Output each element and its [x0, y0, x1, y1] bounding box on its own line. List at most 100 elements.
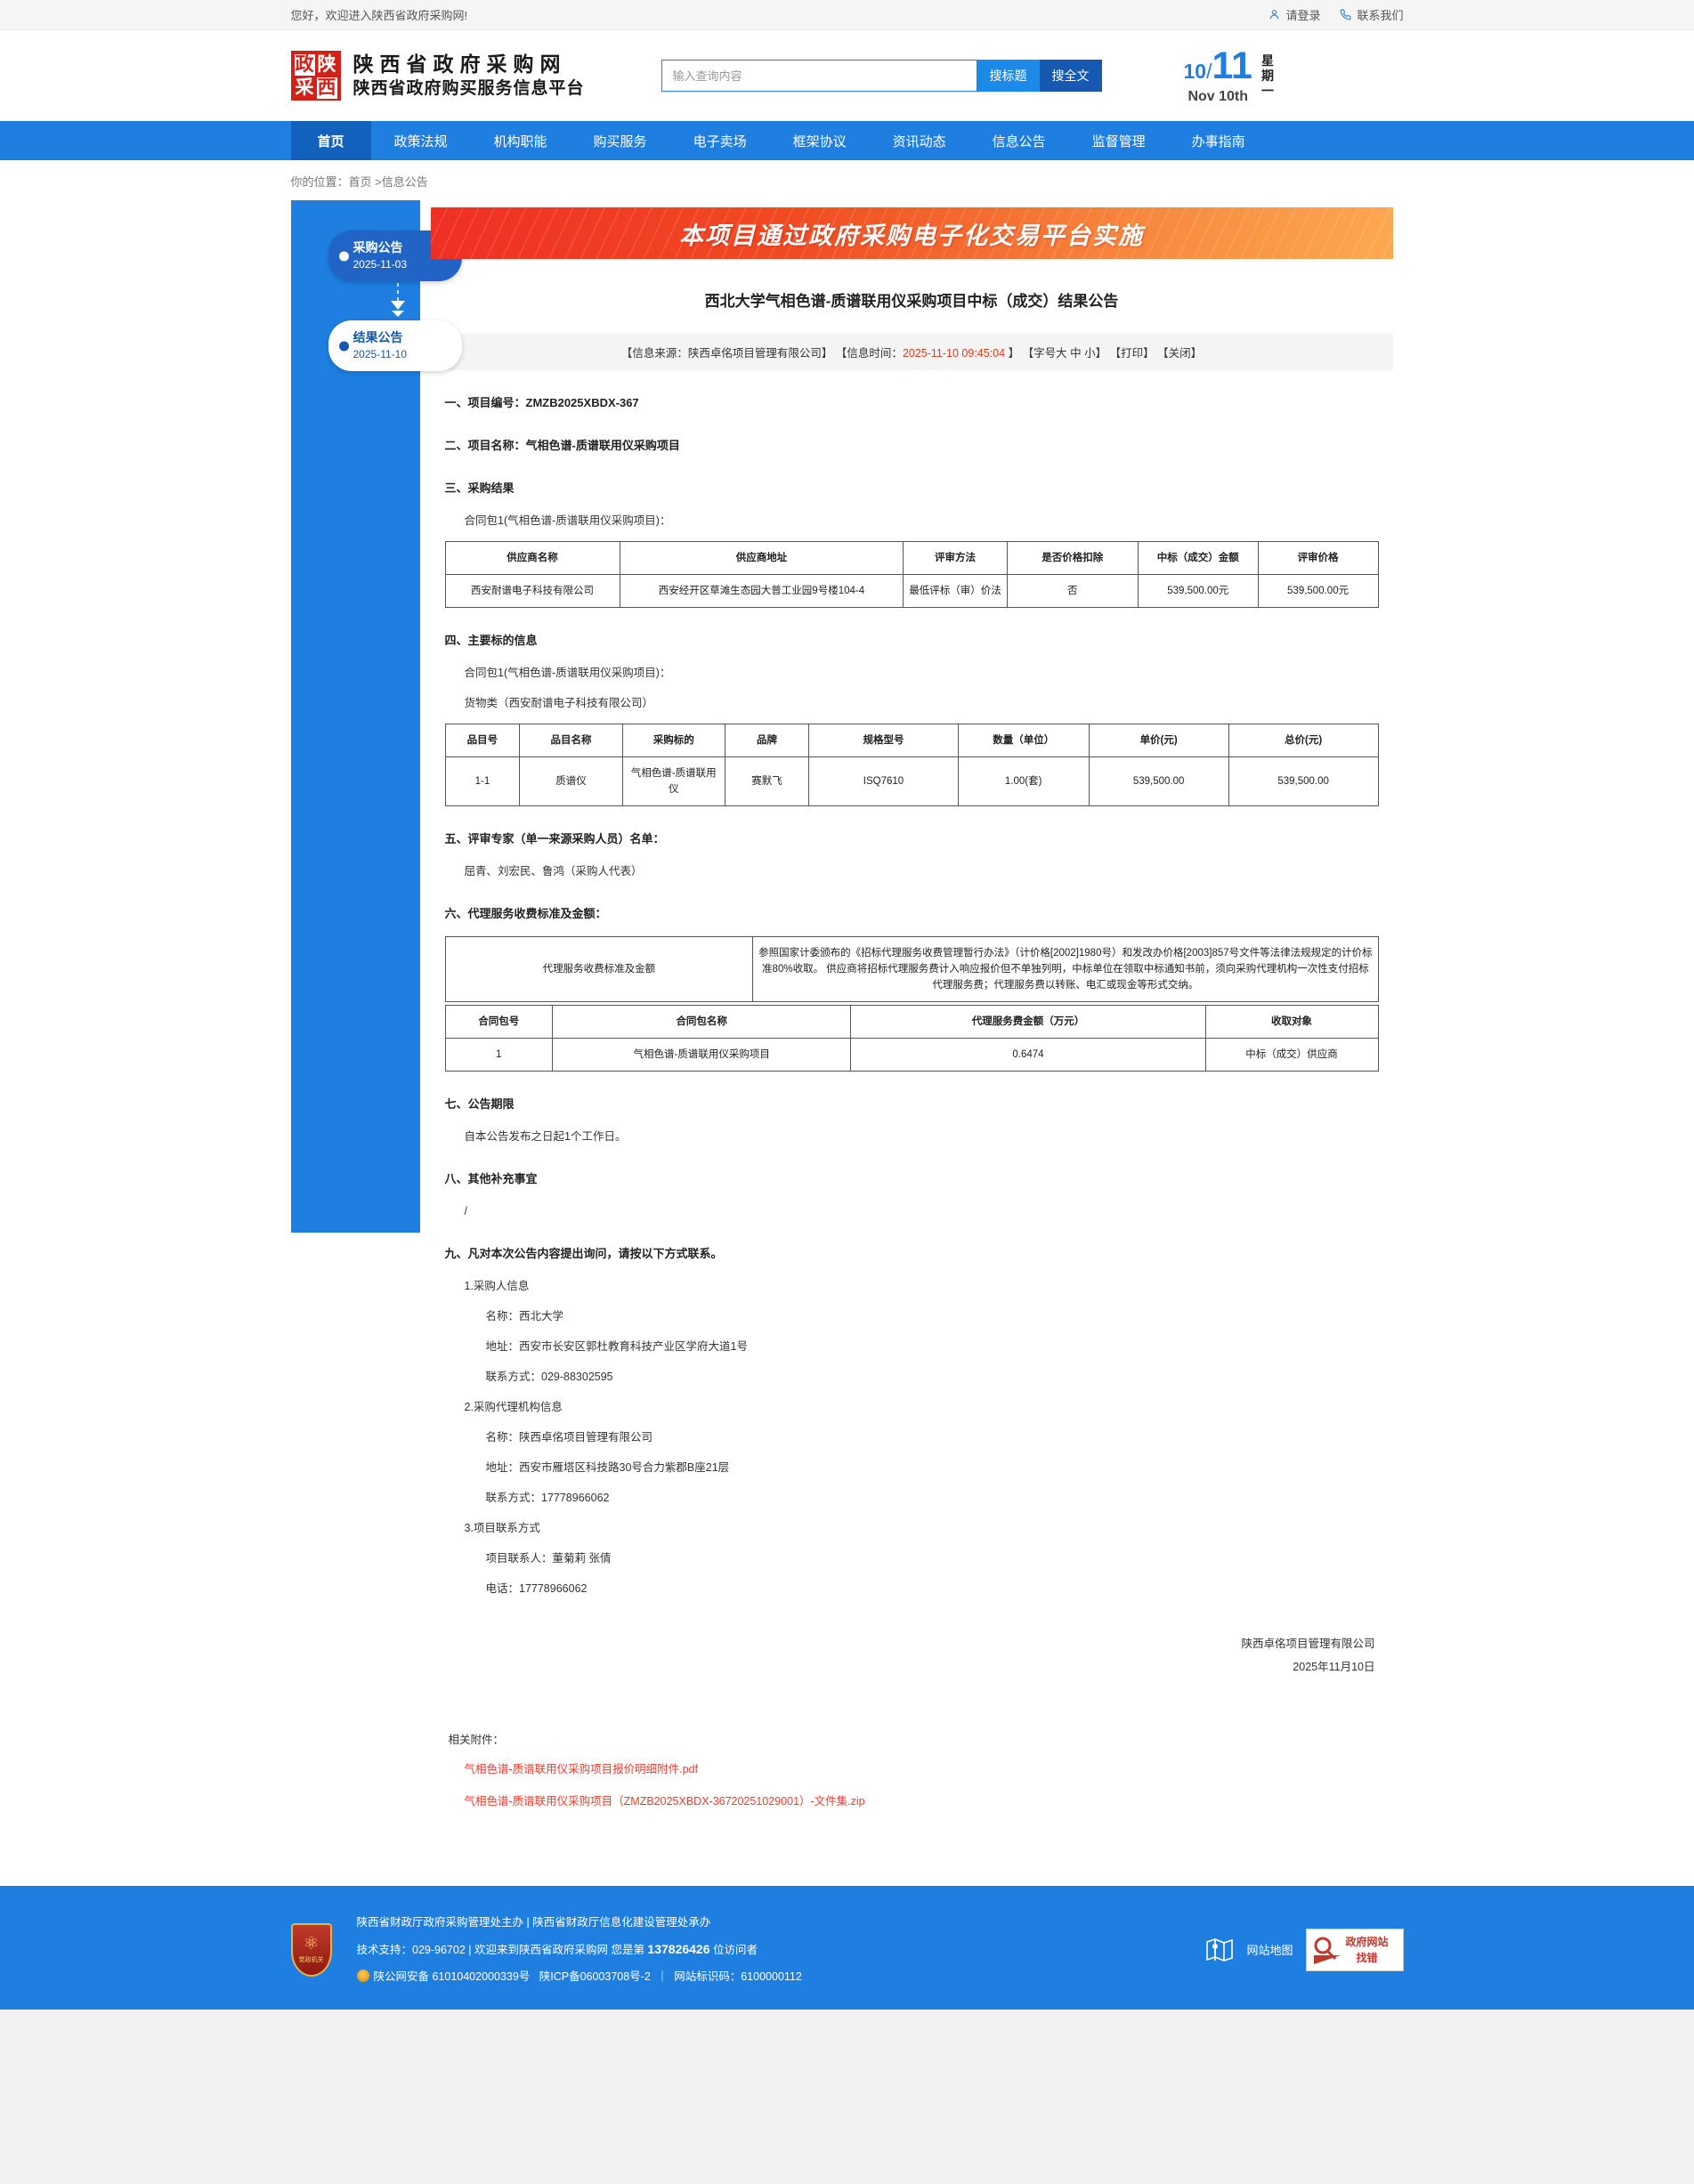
section-8-other-matters: 八、其他补充事宜 — [444, 1172, 538, 1185]
page-title: 西北大学气相色谱-质谱联用仪采购项目中标（成交）结果公告 — [704, 293, 1119, 310]
meta-source: 陕西卓佲项目管理有限公司 — [687, 347, 822, 360]
timeline-item-title: 采购公告 — [353, 240, 403, 255]
attachments-heading: 相关附件： — [448, 1734, 505, 1746]
th-fee-amount: 代理服务费金额（万元） — [850, 1005, 1206, 1039]
td-total-price: 539,500.00 — [1228, 756, 1379, 806]
footer-support-line: 技术支持：029-96702 | 欢迎来到陕西省政府采购网 您是第 137826… — [357, 1936, 1188, 1963]
th-item-target: 采购标的 — [621, 724, 725, 757]
agency-name: 名称：陕西卓佲项目管理有限公司 — [485, 1431, 653, 1444]
td-supplier-addr: 西安经开区草滩生态园大普工业园9号楼104-4 — [619, 574, 904, 608]
th-item-name: 品目名称 — [519, 724, 623, 757]
meta-time-end: 】 — [1005, 347, 1020, 360]
footer-support-prefix: 技术支持：029-96702 | 欢迎来到陕西省政府采购网 您是第 — [356, 1944, 648, 1956]
fontsize-medium-button[interactable]: 中 — [1070, 347, 1082, 360]
print-button[interactable]: 【打印】 — [1109, 347, 1155, 360]
attachment-link-pdf[interactable]: 气相色谱-质谱联用仪采购项目报价明细附件.pdf — [464, 1763, 699, 1776]
nav-item-services[interactable]: 购买服务 — [593, 133, 647, 150]
gov-site-error-report-badge[interactable]: 政府网站 找错 — [1305, 1928, 1404, 1971]
nav-item-bulletin[interactable]: 信息公告 — [992, 133, 1046, 150]
gov-badge-line1: 政府网站 — [1345, 1935, 1389, 1948]
td-brand: 赛默飞 — [724, 756, 810, 806]
breadcrumb: 你的位置：首页 >信息公告 — [291, 160, 1404, 200]
agency-fee-amount-table: 合同包号 合同包名称 代理服务费金额（万元） 收取对象 1 气相色谱-质谱联用仪… — [444, 1005, 1379, 1072]
site-footer: ⚛ 党政机关 陕西省财政厅政府采购管理处主办 | 陕西省财政厅信息化建设管理处承… — [0, 1886, 1694, 2010]
breadcrumb-prefix: 你的位置： — [290, 175, 349, 189]
search-input[interactable] — [661, 60, 977, 92]
footer-organizers: 陕西省财政厅政府采购管理处主办 | 陕西省财政厅信息化建设管理处承办 — [356, 1916, 711, 1929]
party-government-emblem-icon: ⚛ 党政机关 — [290, 1922, 332, 1977]
td-supplier-name: 西安耐谱电子科技有限公司 — [444, 574, 620, 608]
section-1-project-number: 一、项目编号：ZMZB2025XBDX-367 — [444, 396, 639, 409]
search-fulltext-button[interactable]: 搜全文 — [1039, 60, 1102, 92]
fontsize-large-button[interactable]: 大 — [1056, 347, 1067, 360]
section-7-body: 自本公告发布之日起1个工作日。 — [464, 1130, 627, 1143]
timeline-item-result-notice[interactable]: 结果公告 2025-11-10 — [328, 320, 462, 371]
section-4-category: 货物类（西安耐谱电子科技有限公司） — [464, 697, 654, 709]
nav-item-news[interactable]: 资讯动态 — [892, 133, 946, 150]
footer-site-code: 网站标识码：6100000112 — [674, 1970, 802, 1983]
breadcrumb-separator: > — [375, 175, 382, 189]
login-link[interactable]: 请登录 — [1268, 6, 1320, 23]
td-review-method: 最低评标（审）价法 — [903, 574, 1008, 608]
breadcrumb-home[interactable]: 首页 — [348, 175, 372, 189]
seal-char-2: 陕 — [316, 54, 337, 76]
th-review-price: 评审价格 — [1257, 541, 1379, 575]
td-unit-price: 539,500.00 — [1088, 756, 1229, 806]
th-award-amount: 中标（成交）金额 — [1137, 541, 1259, 575]
attachment-link-zip[interactable]: 气相色谱-质谱联用仪采购项目（ZMZB2025XBDX-367202510290… — [464, 1795, 865, 1808]
platform-banner: 本项目通过政府采购电子化交易平台实施 — [430, 207, 1393, 259]
th-brand: 品牌 — [724, 724, 810, 757]
nav-item-emarket[interactable]: 电子卖场 — [693, 133, 747, 150]
login-label: 请登录 — [1285, 9, 1321, 22]
timeline-dot-icon — [338, 341, 349, 351]
table-header-row: 品目号 品目名称 采购标的 品牌 规格型号 数量（单位） 单价(元) 总价(元) — [444, 724, 1379, 757]
table-row: 1 气相色谱-质谱联用仪采购项目 0.6474 中标（成交）供应商 — [444, 1038, 1379, 1072]
breadcrumb-current[interactable]: 信息公告 — [381, 175, 428, 189]
seal-char-4: 西 — [316, 77, 337, 99]
site-logo[interactable]: 政 陕 采 西 陕西省政府采购网 陕西省政府购买服务信息平台 — [290, 51, 585, 101]
seal-char-3: 采 — [294, 77, 315, 99]
td-fee-payer: 中标（成交）供应商 — [1204, 1038, 1379, 1072]
footer-icp[interactable]: 陕ICP备06003708号-2 — [539, 1970, 651, 1983]
search-title-button[interactable]: 搜标题 — [977, 60, 1040, 92]
nav-item-policy[interactable]: 政策法规 — [393, 133, 448, 150]
purchaser-phone: 联系方式：029-88302595 — [485, 1371, 613, 1383]
nav-item-guide[interactable]: 办事指南 — [1191, 133, 1245, 150]
signature-date: 2025年11月10日 — [1293, 1661, 1375, 1673]
sitemap-label[interactable]: 网站地图 — [1246, 1944, 1293, 1957]
footer-separator: ｜ — [656, 1970, 669, 1983]
signature-company: 陕西卓佲项目管理有限公司 — [1241, 1638, 1375, 1650]
nav-item-functions[interactable]: 机构职能 — [493, 133, 547, 150]
torch-icon: ⚛ — [303, 1934, 320, 1953]
meta-time: 2025-11-10 09:45:04 — [902, 347, 1006, 360]
sitemap-icon[interactable] — [1205, 1936, 1234, 1964]
contact-label: 联系我们 — [1357, 9, 1404, 22]
timeline-item-title: 结果公告 — [353, 330, 403, 344]
section-6-agency-fee: 六、代理服务收费标准及金额： — [444, 907, 607, 920]
th-total-price: 总价(元) — [1228, 724, 1379, 757]
table-row: 代理服务收费标准及金额 参照国家计委颁布的《招标代理服务收费管理暂行办法》（计价… — [444, 936, 1379, 1002]
footer-police-record[interactable]: 陕公网安备 61010402000339号 — [373, 1970, 531, 1983]
nav-item-home[interactable]: 首页 — [290, 121, 371, 160]
date-english: Nov 10th — [1187, 88, 1249, 104]
td-model: ISQ7610 — [808, 756, 959, 806]
page-root: 您好，欢迎进入陕西省政府采购网! 请登录 — [0, 0, 1694, 2010]
item-detail-table: 品目号 品目名称 采购标的 品牌 规格型号 数量（单位） 单价(元) 总价(元) — [444, 724, 1379, 806]
fontsize-small-button[interactable]: 小 — [1084, 347, 1096, 360]
close-button[interactable]: 【关闭】 — [1157, 347, 1203, 360]
td-fee-standard-label: 代理服务收费标准及金额 — [444, 936, 754, 1002]
td-item-no: 1-1 — [444, 756, 521, 806]
nav-item-framework[interactable]: 框架协议 — [792, 133, 847, 150]
section-8-body: / — [464, 1205, 467, 1217]
footer-legal-line: 陕公网安备 61010402000339号 陕ICP备06003708号-2 ｜… — [356, 1963, 1188, 1990]
nav-item-supervision[interactable]: 监督管理 — [1091, 133, 1146, 150]
supplier-result-table: 供应商名称 供应商地址 评审方法 是否价格扣除 中标（成交）金额 评审价格 西安… — [444, 541, 1379, 608]
footer-support-suffix: 位访问者 — [709, 1944, 758, 1956]
main-nav: 首页 政策法规 机构职能 购买服务 电子卖场 框架协议 资讯动态 信息公告 监督… — [0, 121, 1694, 160]
td-price-deduction: 否 — [1006, 574, 1139, 608]
contact-link[interactable]: 联系我们 — [1340, 6, 1404, 23]
td-quantity: 1.00(套) — [957, 756, 1090, 806]
agency-fee-standard-table: 代理服务收费标准及金额 参照国家计委颁布的《招标代理服务收费管理暂行办法》（计价… — [444, 936, 1379, 1002]
seal-char-1: 政 — [294, 54, 315, 76]
platform-banner-text: 本项目通过政府采购电子化交易平台实施 — [679, 222, 1144, 249]
